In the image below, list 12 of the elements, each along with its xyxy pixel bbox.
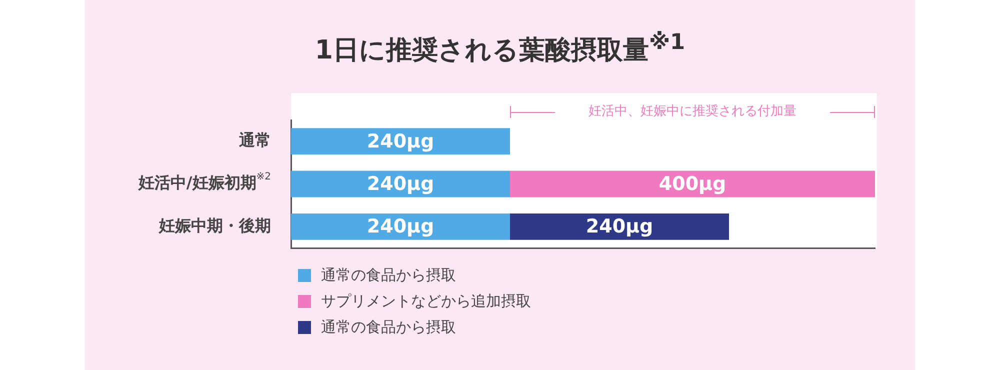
legend-label: 通常の食品から摂取 xyxy=(321,265,456,286)
annotation: 妊活中、妊娠中に推奨される付加量 xyxy=(588,103,798,121)
y-tick-label: 通常 xyxy=(238,130,271,150)
data-label: 240μg xyxy=(366,172,434,195)
data-label: 400μg xyxy=(658,172,726,195)
data-label: 240μg xyxy=(366,216,434,238)
chart-title: 1日に推奨される葉酸摂取量$^{※1}$ xyxy=(314,30,686,68)
data-label: 240μg xyxy=(586,216,654,238)
legend-label: サプリメントなどから追加摂取 xyxy=(321,291,531,312)
y-tick-label: 妊娠中期・後期 xyxy=(158,216,271,235)
data-label: 240μg xyxy=(366,130,434,152)
legend-label: 通常の食品から摂取 xyxy=(321,317,456,338)
